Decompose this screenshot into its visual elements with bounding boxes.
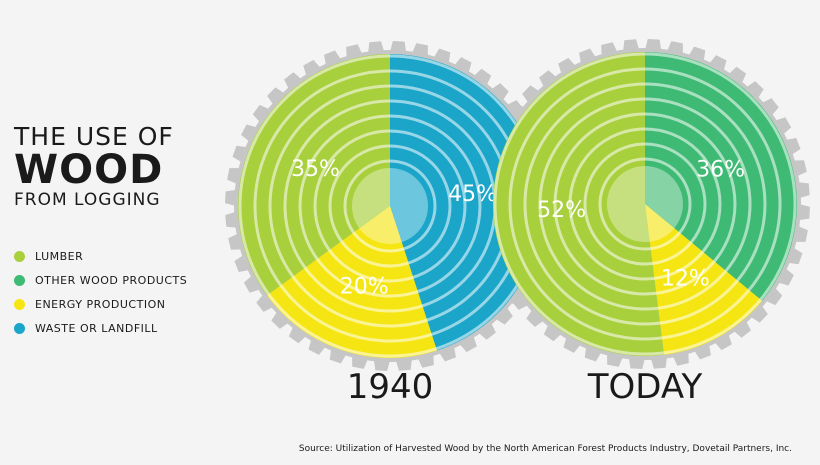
tree-ring: [328, 144, 452, 268]
legend-item-lumber: LUMBER: [14, 244, 187, 268]
legend-label: OTHER WOOD PRODUCTS: [35, 273, 188, 287]
pie-slice-energy-production: [267, 206, 437, 358]
tree-ring: [508, 67, 782, 341]
source-note: Source: Utilization of Harvested Wood by…: [298, 444, 792, 454]
pie-core-2: [606, 166, 650, 242]
tree-ring: [553, 112, 737, 296]
pie-core-2: [351, 168, 390, 229]
pie-slice-energy-production: [645, 204, 763, 355]
legend-item-waste-or-landfill: WASTE OR LANDFILL: [14, 316, 187, 340]
legend-label: WASTE OR LANDFILL: [35, 321, 158, 335]
legend: LUMBER OTHER WOOD PRODUCTS ENERGY PRODUC…: [14, 244, 187, 340]
data-label-energy-production: 12%: [661, 266, 710, 291]
tree-ring: [313, 129, 467, 283]
title-line-3: FROM LOGGING: [14, 190, 161, 210]
data-label-energy-production: 20%: [340, 275, 389, 300]
tree-ring: [493, 52, 797, 356]
title-line-2: WOOD: [14, 147, 164, 193]
legend-swatch-icon: [14, 250, 25, 262]
pie-chart-1: 36% 12% 52% TODAY: [492, 51, 798, 407]
chart-year-title-1: TODAY: [587, 367, 703, 407]
pie-core-1: [359, 206, 402, 244]
legend-label: LUMBER: [35, 249, 84, 263]
data-label-waste-or-landfill: 45%: [448, 182, 497, 207]
legend-label: ENERGY PRODUCTION: [35, 297, 166, 311]
pie-slice-lumber: [492, 52, 665, 356]
tree-ring: [538, 97, 752, 311]
legend-swatch-icon: [14, 322, 25, 334]
pie-core-1: [645, 204, 675, 242]
tree-ring: [343, 159, 437, 253]
legend-item-energy-production: ENERGY PRODUCTION: [14, 292, 187, 316]
title-line-1: THE USE OF: [14, 122, 174, 151]
data-label-lumber: 52%: [537, 198, 586, 223]
tree-ring: [598, 157, 692, 251]
tree-ring: [568, 127, 722, 281]
chart-year-title-0: 1940: [347, 367, 434, 407]
data-label-other-wood-products: 36%: [696, 157, 745, 182]
pie-slice-lumber: [238, 54, 390, 296]
pie-core-0: [390, 168, 428, 243]
tree-ring: [523, 82, 767, 326]
tree-ring: [583, 142, 707, 266]
chart-title: THE USE OF WOOD FROM LOGGING: [14, 122, 214, 211]
tree-ring: [298, 114, 482, 298]
legend-swatch-icon: [14, 298, 25, 310]
legend-item-other-wood-products: OTHER WOOD PRODUCTS: [14, 268, 187, 292]
legend-swatch-icon: [14, 274, 25, 286]
data-label-lumber: 35%: [291, 157, 340, 182]
pie-core-0: [645, 166, 683, 229]
